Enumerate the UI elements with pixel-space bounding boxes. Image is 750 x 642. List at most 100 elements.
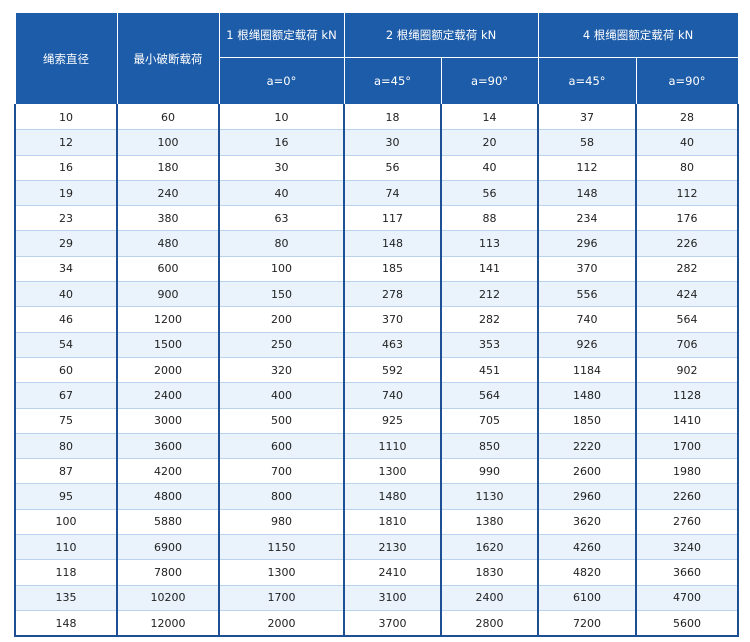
table-cell: 40 <box>635 129 740 156</box>
table-cell: 600 <box>116 256 220 283</box>
table-cell: 10 <box>14 104 118 131</box>
table-cell: 2410 <box>343 559 442 586</box>
table-cell: 4800 <box>116 483 220 510</box>
table-cell: 60 <box>116 104 220 131</box>
table-cell: 705 <box>439 408 540 434</box>
table-cell: 100 <box>116 129 220 156</box>
table-cell: 148 <box>537 180 638 207</box>
table-cell: 112 <box>537 155 638 181</box>
table-row: 16 180 30 56 40 112 80 <box>14 155 740 181</box>
table-cell: 740 <box>343 382 442 409</box>
table-cell: 16 <box>14 155 118 181</box>
table-cell: 1700 <box>218 585 345 611</box>
table-cell: 2260 <box>635 483 740 510</box>
table-cell: 480 <box>116 230 220 257</box>
table-cell: 592 <box>343 357 442 384</box>
table-row: 75 3000 500 925 705 1850 1410 <box>14 408 740 434</box>
header-cell: 绳索直径 <box>14 12 118 105</box>
table-row: 19 240 40 74 56 148 112 <box>14 180 740 207</box>
table-cell: 29 <box>14 230 118 257</box>
table-cell: 3000 <box>116 408 220 434</box>
table-row: 100 5880 980 1810 1380 3620 2760 <box>14 509 740 536</box>
table-cell: 353 <box>439 332 540 358</box>
table-cell: 3240 <box>635 534 740 561</box>
table-cell: 1410 <box>635 408 740 434</box>
table-row: 80 3600 600 1110 850 2220 1700 <box>14 433 740 460</box>
table-cell: 370 <box>343 306 442 333</box>
table-cell: 56 <box>439 180 540 207</box>
table-header: 绳索直径 最小破断载荷 1 根绳圈额定载荷 kN 2 根绳圈额定载荷 kN 4 … <box>14 12 739 105</box>
table-cell: 100 <box>14 509 118 536</box>
table-cell: 900 <box>116 281 220 308</box>
table-cell: 40 <box>439 155 540 181</box>
angle-cell: a=0° <box>218 57 345 105</box>
table-cell: 800 <box>218 483 345 510</box>
table-cell: 564 <box>439 382 540 409</box>
table-cell: 80 <box>14 433 118 460</box>
table-cell: 3660 <box>635 559 740 586</box>
table-cell: 2960 <box>537 483 638 510</box>
table-cell: 925 <box>343 408 442 434</box>
table-row: 54 1500 250 463 353 926 706 <box>14 332 740 358</box>
table-cell: 1980 <box>635 458 740 485</box>
table-cell: 54 <box>14 332 118 358</box>
table-cell: 30 <box>218 155 345 181</box>
table-cell: 990 <box>439 458 540 485</box>
table-cell: 67 <box>14 382 118 409</box>
table-cell: 2600 <box>537 458 638 485</box>
table-cell: 2800 <box>439 610 540 638</box>
table-cell: 2000 <box>116 357 220 384</box>
table-cell: 75 <box>14 408 118 434</box>
table-cell: 148 <box>343 230 442 257</box>
table-row: 60 2000 320 592 451 1184 902 <box>14 357 740 384</box>
table-row: 23 380 63 117 88 234 176 <box>14 205 740 232</box>
table-cell: 1700 <box>635 433 740 460</box>
table-cell: 2000 <box>218 610 345 638</box>
table-cell: 80 <box>635 155 740 181</box>
table-row: 29 480 80 148 113 296 226 <box>14 230 740 257</box>
table-cell: 706 <box>635 332 740 358</box>
table-cell: 12000 <box>116 610 220 638</box>
table-cell: 141 <box>439 256 540 283</box>
table-cell: 296 <box>537 230 638 257</box>
table-cell: 212 <box>439 281 540 308</box>
table-cell: 148 <box>14 610 118 638</box>
table-cell: 7800 <box>116 559 220 586</box>
table-cell: 1128 <box>635 382 740 409</box>
table-cell: 282 <box>439 306 540 333</box>
table-cell: 1500 <box>116 332 220 358</box>
table-cell: 1810 <box>343 509 442 536</box>
table-cell: 176 <box>635 205 740 232</box>
table-cell: 1850 <box>537 408 638 434</box>
table-cell: 58 <box>537 129 638 156</box>
table-cell: 200 <box>218 306 345 333</box>
table-cell: 6100 <box>537 585 638 611</box>
table-cell: 556 <box>537 281 638 308</box>
table-cell: 12 <box>14 129 118 156</box>
table-cell: 18 <box>343 104 442 131</box>
header-cell: 4 根绳圈额定载荷 kN <box>537 12 739 58</box>
table-cell: 3620 <box>537 509 638 536</box>
table-row: 46 1200 200 370 282 740 564 <box>14 306 740 333</box>
table-cell: 902 <box>635 357 740 384</box>
table-cell: 6900 <box>116 534 220 561</box>
table-cell: 150 <box>218 281 345 308</box>
table-row: 87 4200 700 1300 990 2600 1980 <box>14 458 740 485</box>
table-cell: 1480 <box>343 483 442 510</box>
table-cell: 234 <box>537 205 638 232</box>
table-cell: 7200 <box>537 610 638 638</box>
table-cell: 4260 <box>537 534 638 561</box>
table-cell: 20 <box>439 129 540 156</box>
table-cell: 60 <box>14 357 118 384</box>
table-cell: 700 <box>218 458 345 485</box>
table-body: 10 60 10 18 14 37 28 12 100 16 30 20 58 40 16 180 30 56 40… <box>14 104 740 638</box>
table-cell: 88 <box>439 205 540 232</box>
table-cell: 2400 <box>116 382 220 409</box>
table-cell: 87 <box>14 458 118 485</box>
table-cell: 2220 <box>537 433 638 460</box>
table-cell: 40 <box>218 180 345 207</box>
table-cell: 112 <box>635 180 740 207</box>
table-cell: 4820 <box>537 559 638 586</box>
table-cell: 850 <box>439 433 540 460</box>
table-cell: 2400 <box>439 585 540 611</box>
